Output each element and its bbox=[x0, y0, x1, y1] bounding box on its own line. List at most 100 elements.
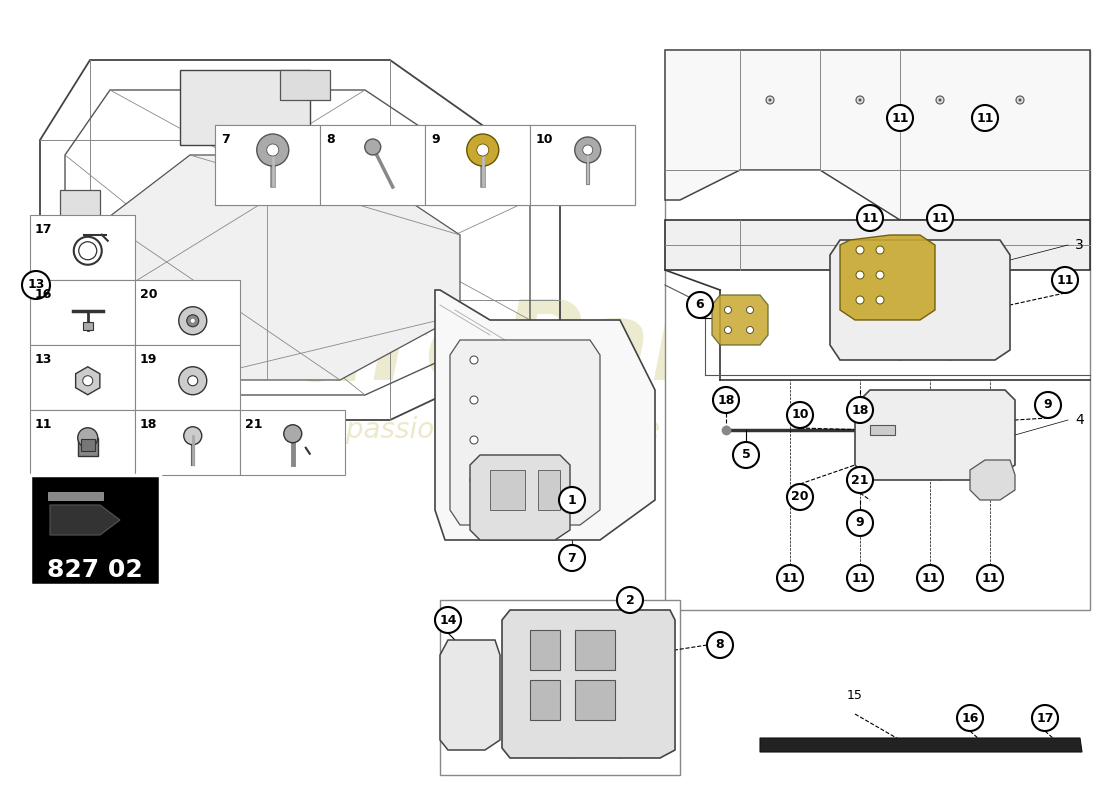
Circle shape bbox=[747, 306, 754, 314]
Circle shape bbox=[769, 98, 771, 102]
Bar bbox=[135, 345, 240, 410]
Polygon shape bbox=[830, 240, 1010, 360]
Text: 18: 18 bbox=[140, 418, 157, 431]
Text: 21: 21 bbox=[245, 418, 263, 431]
Text: 11: 11 bbox=[781, 571, 799, 585]
Circle shape bbox=[847, 565, 873, 591]
Text: 11: 11 bbox=[861, 211, 879, 225]
Circle shape bbox=[857, 205, 883, 231]
Circle shape bbox=[747, 326, 754, 334]
Circle shape bbox=[256, 134, 288, 166]
Polygon shape bbox=[530, 680, 560, 720]
Circle shape bbox=[476, 144, 488, 156]
Circle shape bbox=[847, 467, 873, 493]
Text: 8: 8 bbox=[326, 133, 334, 146]
Circle shape bbox=[972, 105, 998, 131]
Circle shape bbox=[574, 137, 601, 163]
Bar bbox=[530, 125, 635, 205]
Polygon shape bbox=[76, 366, 100, 394]
Text: 11: 11 bbox=[1056, 274, 1074, 286]
Bar bbox=[240, 410, 345, 475]
Circle shape bbox=[777, 565, 803, 591]
Text: 11: 11 bbox=[851, 571, 869, 585]
Polygon shape bbox=[538, 470, 560, 510]
Circle shape bbox=[887, 105, 913, 131]
Polygon shape bbox=[855, 390, 1015, 480]
Polygon shape bbox=[575, 630, 615, 670]
Circle shape bbox=[713, 387, 739, 413]
Text: 17: 17 bbox=[1036, 711, 1054, 725]
Text: 6: 6 bbox=[695, 298, 704, 311]
Bar bbox=[78, 438, 98, 456]
Polygon shape bbox=[502, 610, 675, 758]
Bar bbox=[440, 600, 680, 775]
Text: 3: 3 bbox=[1075, 238, 1084, 252]
Circle shape bbox=[22, 271, 50, 299]
Bar bbox=[135, 410, 240, 475]
Circle shape bbox=[1016, 96, 1024, 104]
Text: 21: 21 bbox=[851, 474, 869, 486]
Polygon shape bbox=[840, 235, 935, 320]
Text: 19: 19 bbox=[140, 353, 157, 366]
Bar bbox=[30, 345, 135, 410]
Polygon shape bbox=[60, 190, 100, 250]
Circle shape bbox=[707, 632, 733, 658]
Circle shape bbox=[365, 139, 381, 155]
Polygon shape bbox=[490, 470, 525, 510]
Polygon shape bbox=[450, 340, 600, 525]
Text: 11: 11 bbox=[35, 418, 53, 431]
Circle shape bbox=[876, 246, 884, 254]
Circle shape bbox=[187, 314, 199, 326]
Text: 20: 20 bbox=[140, 288, 157, 301]
Circle shape bbox=[470, 476, 478, 484]
Circle shape bbox=[977, 565, 1003, 591]
Text: a passion for parts since 1986: a passion for parts since 1986 bbox=[320, 416, 740, 444]
Polygon shape bbox=[434, 290, 654, 540]
Circle shape bbox=[470, 356, 478, 364]
Polygon shape bbox=[440, 640, 500, 750]
Text: 10: 10 bbox=[791, 409, 808, 422]
Circle shape bbox=[847, 397, 873, 423]
Circle shape bbox=[725, 306, 732, 314]
Circle shape bbox=[559, 487, 585, 513]
Circle shape bbox=[190, 318, 195, 322]
Circle shape bbox=[184, 426, 201, 445]
Bar bbox=[30, 215, 135, 280]
Polygon shape bbox=[50, 505, 120, 535]
Circle shape bbox=[178, 366, 207, 394]
Text: 20: 20 bbox=[791, 490, 808, 503]
Circle shape bbox=[856, 96, 864, 104]
Circle shape bbox=[1052, 267, 1078, 293]
Circle shape bbox=[917, 565, 943, 591]
Text: 7: 7 bbox=[568, 551, 576, 565]
Circle shape bbox=[938, 98, 942, 102]
Text: 13: 13 bbox=[35, 353, 53, 366]
Text: 16: 16 bbox=[35, 288, 53, 301]
Polygon shape bbox=[530, 630, 560, 670]
Circle shape bbox=[583, 145, 593, 155]
Text: 9: 9 bbox=[431, 133, 440, 146]
Circle shape bbox=[733, 442, 759, 468]
Text: 4: 4 bbox=[1075, 413, 1084, 427]
Circle shape bbox=[847, 510, 873, 536]
Bar bbox=[320, 125, 425, 205]
Circle shape bbox=[856, 246, 864, 254]
Text: 7: 7 bbox=[221, 133, 230, 146]
Circle shape bbox=[1035, 392, 1062, 418]
Circle shape bbox=[766, 96, 774, 104]
Text: 12: 12 bbox=[68, 378, 84, 391]
Bar bbox=[82, 322, 92, 330]
Circle shape bbox=[786, 402, 813, 428]
Circle shape bbox=[470, 436, 478, 444]
Text: 11: 11 bbox=[981, 571, 999, 585]
Circle shape bbox=[178, 306, 207, 334]
Bar bbox=[214, 125, 320, 205]
Circle shape bbox=[786, 484, 813, 510]
Polygon shape bbox=[470, 455, 570, 540]
Text: 19: 19 bbox=[68, 343, 84, 357]
Text: 2: 2 bbox=[626, 594, 635, 606]
Polygon shape bbox=[180, 70, 310, 145]
Bar bbox=[30, 410, 135, 475]
Circle shape bbox=[927, 205, 953, 231]
Bar bbox=[48, 492, 103, 500]
